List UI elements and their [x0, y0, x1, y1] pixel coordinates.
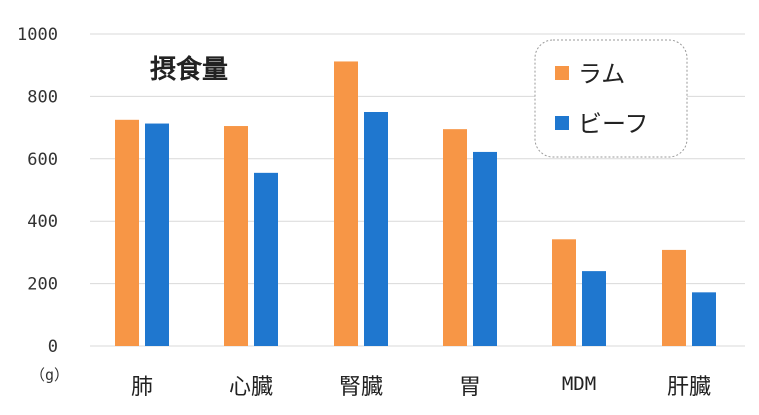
- bars: [115, 61, 716, 347]
- gridlines: [90, 33, 745, 347]
- bar-lamb: [443, 129, 467, 346]
- x-tick-label: 腎臓: [339, 375, 383, 400]
- bar-lamb: [662, 249, 686, 346]
- x-tick-label: 心臓: [229, 375, 273, 400]
- bar-lamb: [552, 239, 576, 346]
- legend-swatch: [555, 66, 569, 80]
- bar-lamb: [334, 61, 358, 347]
- legend-swatch: [555, 116, 569, 130]
- bar-beef: [692, 292, 716, 346]
- x-axis-labels: 肺 心臓 腎臓 胃 MDM 肝臓: [131, 373, 711, 400]
- bar-beef: [364, 112, 388, 346]
- y-tick-label: 600: [27, 150, 58, 170]
- y-tick-label: 800: [27, 87, 58, 107]
- bar-lamb: [115, 119, 139, 346]
- y-axis-ticks: 0 200 400 600 800 1000: [17, 25, 58, 357]
- x-tick-label: 胃: [459, 375, 481, 400]
- bar-lamb: [224, 126, 248, 346]
- x-tick-label: MDM: [562, 373, 596, 395]
- chart-title: 摂食量: [150, 54, 228, 85]
- y-tick-label: 400: [27, 212, 58, 232]
- y-tick-label: 0: [48, 337, 58, 357]
- bar-beef: [254, 172, 278, 346]
- legend-box: [534, 39, 688, 158]
- bar-beef: [582, 271, 606, 346]
- bar-beef: [145, 123, 169, 346]
- x-tick-label: 肺: [131, 375, 153, 400]
- legend-label: ビーフ: [578, 110, 649, 138]
- bar-beef: [473, 151, 497, 346]
- x-tick-label: 肝臓: [667, 375, 711, 400]
- y-tick-label: 1000: [17, 25, 58, 45]
- legend-label: ラム: [578, 60, 625, 88]
- y-tick-label: 200: [27, 275, 58, 295]
- y-axis-unit-label: （g）: [30, 366, 69, 384]
